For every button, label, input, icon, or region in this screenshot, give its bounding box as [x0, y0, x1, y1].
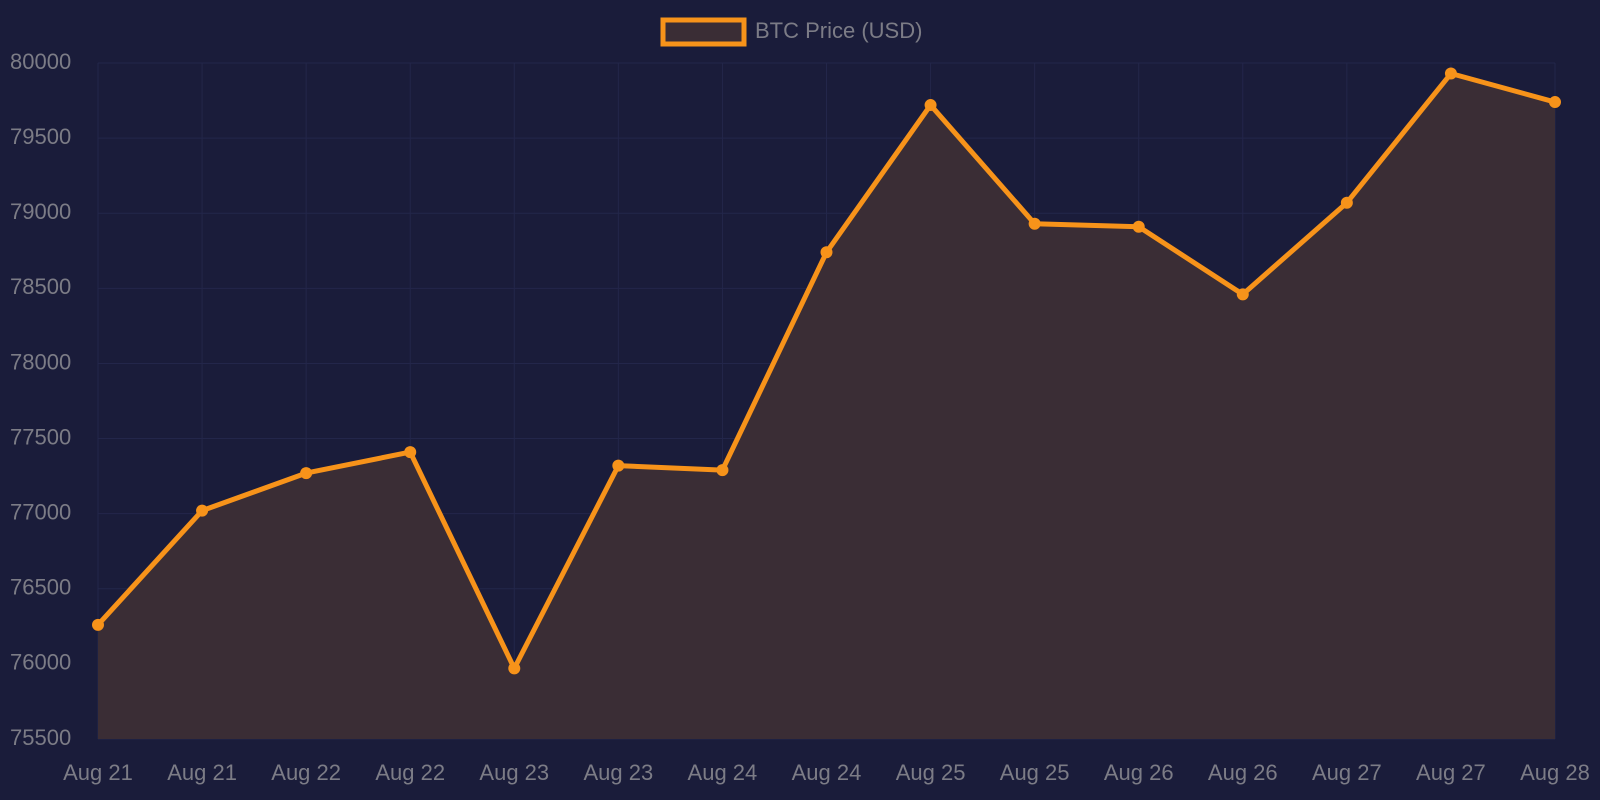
point — [1340, 196, 1353, 209]
legend-swatch — [660, 17, 747, 47]
point — [716, 464, 729, 477]
x-tick-label: Aug 21 — [167, 760, 237, 785]
x-tick-label: Aug 27 — [1312, 760, 1382, 785]
x-tick-label: Aug 25 — [1000, 760, 1070, 785]
x-tick-label: Aug 26 — [1208, 760, 1278, 785]
x-tick-label: Aug 24 — [792, 760, 862, 785]
x-tick-label: Aug 27 — [1416, 760, 1486, 785]
point — [196, 504, 209, 517]
y-tick-label: 76000 — [10, 650, 71, 675]
legend-label: BTC Price (USD) — [755, 18, 922, 43]
x-tick-label: Aug 23 — [583, 760, 653, 785]
point — [1028, 217, 1041, 230]
area — [98, 73, 1555, 739]
y-tick-label: 78000 — [10, 349, 71, 374]
x-tick-label: Aug 23 — [479, 760, 549, 785]
x-tick-label: Aug 28 — [1520, 760, 1590, 785]
point — [1236, 288, 1249, 301]
point — [612, 459, 625, 472]
y-tick-label: 77500 — [10, 424, 71, 449]
y-tick-label: 76500 — [10, 575, 71, 600]
y-tick-label: 79000 — [10, 199, 71, 224]
y-tick-label: 78500 — [10, 274, 71, 299]
point — [404, 446, 417, 459]
x-tick-label: Aug 22 — [271, 760, 341, 785]
point — [92, 618, 104, 631]
x-tick-label: Aug 24 — [688, 760, 758, 785]
point — [508, 662, 521, 675]
point — [1132, 220, 1145, 233]
point — [1549, 96, 1561, 109]
y-tick-label: 79500 — [10, 124, 71, 149]
y-tick-label: 75500 — [10, 725, 71, 750]
point — [300, 467, 313, 480]
point — [820, 246, 833, 259]
x-tick-label: Aug 21 — [63, 760, 133, 785]
point — [1444, 67, 1457, 80]
x-tick-label: Aug 26 — [1104, 760, 1174, 785]
x-tick-label: Aug 22 — [375, 760, 445, 785]
y-tick-label: 80000 — [10, 49, 71, 74]
y-tick-label: 77000 — [10, 499, 71, 524]
point — [924, 99, 937, 112]
x-tick-label: Aug 25 — [896, 760, 966, 785]
